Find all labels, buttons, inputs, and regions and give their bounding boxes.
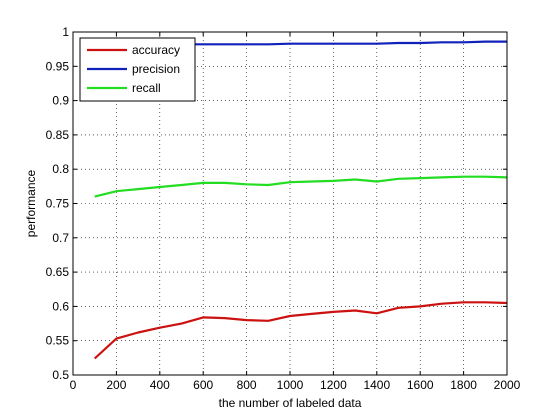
y-tick-label: 0.9 — [52, 94, 69, 108]
x-tick-label: 1800 — [450, 378, 477, 392]
x-tick-label: 1600 — [407, 378, 434, 392]
y-axis-label: performance — [24, 169, 38, 237]
y-tick-label: 1 — [62, 25, 69, 39]
y-tick-label: 0.7 — [52, 231, 69, 245]
axis-ticks: 0 200 400 600 800 1000 1200 1400 1600 1800 2000 0.5… — [46, 25, 521, 392]
x-tick-label: 600 — [193, 378, 213, 392]
y-tick-label: 0.8 — [52, 162, 69, 176]
y-tick-label: 0.95 — [46, 59, 70, 73]
x-tick-label: 200 — [106, 378, 126, 392]
legend: accuracy precision recall — [79, 37, 196, 102]
y-tick-label: 0.65 — [46, 265, 70, 279]
x-tick-label: 2000 — [494, 378, 521, 392]
y-tick-label: 0.5 — [52, 368, 69, 382]
series-line-recall — [94, 175, 508, 198]
legend-label-accuracy: accuracy — [132, 43, 180, 57]
legend-label-recall: recall — [132, 81, 161, 95]
y-tick-label: 0.75 — [46, 197, 70, 211]
x-tick-label: 1200 — [320, 378, 347, 392]
x-tick-label: 1000 — [277, 378, 304, 392]
x-axis-label: the number of labeled data — [219, 396, 362, 410]
x-tick-label: 800 — [237, 378, 257, 392]
legend-label-precision: precision — [132, 62, 180, 76]
series-line-accuracy — [93, 301, 508, 360]
y-tick-label: 0.85 — [46, 128, 70, 142]
y-tick-label: 0.55 — [46, 334, 70, 348]
x-tick-label: 1400 — [363, 378, 390, 392]
x-tick-label: 0 — [70, 378, 77, 392]
y-tick-label: 0.6 — [52, 299, 69, 313]
x-tick-label: 400 — [150, 378, 170, 392]
